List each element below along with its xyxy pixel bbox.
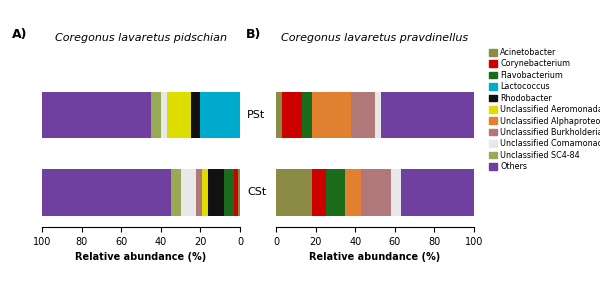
Bar <box>276 169 311 216</box>
Bar <box>42 92 151 138</box>
Text: PSt: PSt <box>247 110 265 120</box>
Bar <box>151 92 161 138</box>
Bar <box>224 169 234 216</box>
X-axis label: Relative abundance (%): Relative abundance (%) <box>310 252 440 262</box>
Bar <box>200 92 240 138</box>
Bar <box>208 169 224 216</box>
Text: Coregonus lavaretus pidschian: Coregonus lavaretus pidschian <box>55 33 227 43</box>
Bar <box>202 169 208 216</box>
Bar <box>375 92 381 138</box>
Bar <box>282 92 302 138</box>
Bar <box>391 169 401 216</box>
Bar <box>170 169 181 216</box>
Bar <box>302 92 311 138</box>
Bar <box>196 169 202 216</box>
Bar <box>234 169 238 216</box>
Bar <box>381 92 474 138</box>
X-axis label: Relative abundance (%): Relative abundance (%) <box>76 252 206 262</box>
Bar <box>401 169 474 216</box>
Text: B): B) <box>246 28 262 41</box>
Legend: Acinetobacter, Corynebacterium, Flavobacterium, Lactococcus, Rhodobacter, Unclas: Acinetobacter, Corynebacterium, Flavobac… <box>488 47 600 172</box>
Bar <box>276 92 282 138</box>
Text: Coregonus lavaretus pravdinellus: Coregonus lavaretus pravdinellus <box>281 33 469 43</box>
Bar <box>311 169 325 216</box>
Bar <box>238 169 240 216</box>
Bar <box>42 169 170 216</box>
Text: CSt: CSt <box>247 187 266 197</box>
Text: A): A) <box>12 28 28 41</box>
Bar <box>167 92 191 138</box>
Bar <box>181 169 196 216</box>
Bar <box>191 92 200 138</box>
Bar <box>161 92 167 138</box>
Bar <box>351 92 375 138</box>
Bar <box>361 169 391 216</box>
Bar <box>325 169 346 216</box>
Bar <box>311 92 351 138</box>
Bar <box>346 169 361 216</box>
